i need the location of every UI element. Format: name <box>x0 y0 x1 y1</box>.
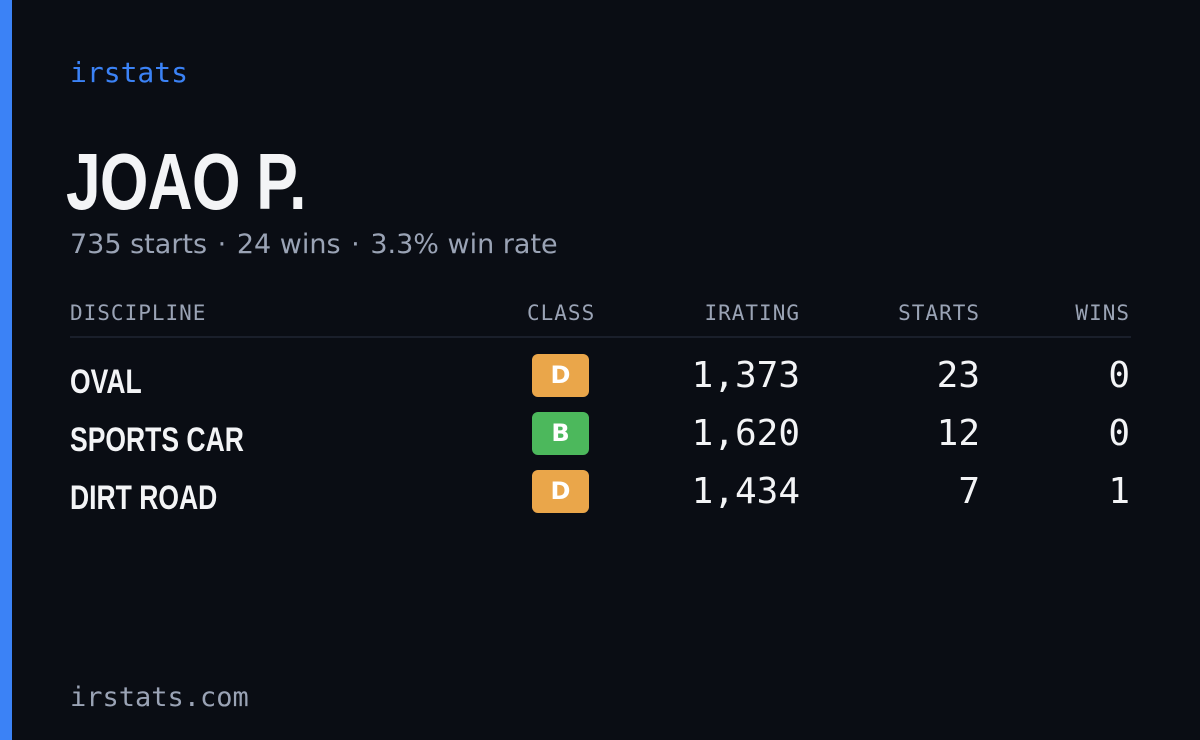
accent-bar <box>0 0 12 740</box>
wins-value: 0 <box>1108 355 1130 396</box>
header-irating: IRATING <box>704 301 800 325</box>
class-badge: B <box>532 412 589 455</box>
class-badge: D <box>532 354 589 397</box>
summary-separator: · <box>217 229 227 260</box>
table-row: DIRT ROAD D 1,434 7 1 <box>70 468 1131 526</box>
irating-value: 1,434 <box>691 471 800 512</box>
header-class: CLASS <box>527 301 596 325</box>
footer-url: irstats.com <box>70 682 249 713</box>
discipline-name: OVAL <box>70 363 142 401</box>
irating-value: 1,373 <box>691 355 800 396</box>
table-row: SPORTS CAR B 1,620 12 0 <box>70 410 1131 468</box>
summary-win-rate: 3.3% win rate <box>370 229 558 260</box>
starts-value: 7 <box>958 471 980 512</box>
starts-value: 12 <box>936 413 980 454</box>
wins-value: 0 <box>1108 413 1130 454</box>
irating-value: 1,620 <box>691 413 800 454</box>
table-body: OVAL D 1,373 23 0 SPORTS CAR B 1,620 12 … <box>70 338 1131 526</box>
summary-separator: · <box>351 229 360 260</box>
header-wins: WINS <box>1075 301 1130 325</box>
class-badge: D <box>532 470 589 513</box>
driver-summary: 735 starts · 24 wins · 3.3% win rate <box>70 228 558 262</box>
brand-logo-text: irstats <box>70 56 189 89</box>
discipline-table: DISCIPLINE CLASS IRATING STARTS WINS OVA… <box>70 296 1131 526</box>
starts-value: 23 <box>936 355 980 396</box>
wins-value: 1 <box>1108 471 1130 512</box>
table-header: DISCIPLINE CLASS IRATING STARTS WINS <box>70 296 1131 338</box>
driver-name: JOAO P. <box>66 137 306 226</box>
header-starts: STARTS <box>898 301 980 325</box>
discipline-name: SPORTS CAR <box>70 421 244 459</box>
table-row: OVAL D 1,373 23 0 <box>70 352 1131 410</box>
summary-wins: 24 wins <box>236 229 341 260</box>
summary-starts: 735 starts <box>70 229 208 260</box>
discipline-name: DIRT ROAD <box>70 479 218 517</box>
header-discipline: DISCIPLINE <box>70 301 207 325</box>
